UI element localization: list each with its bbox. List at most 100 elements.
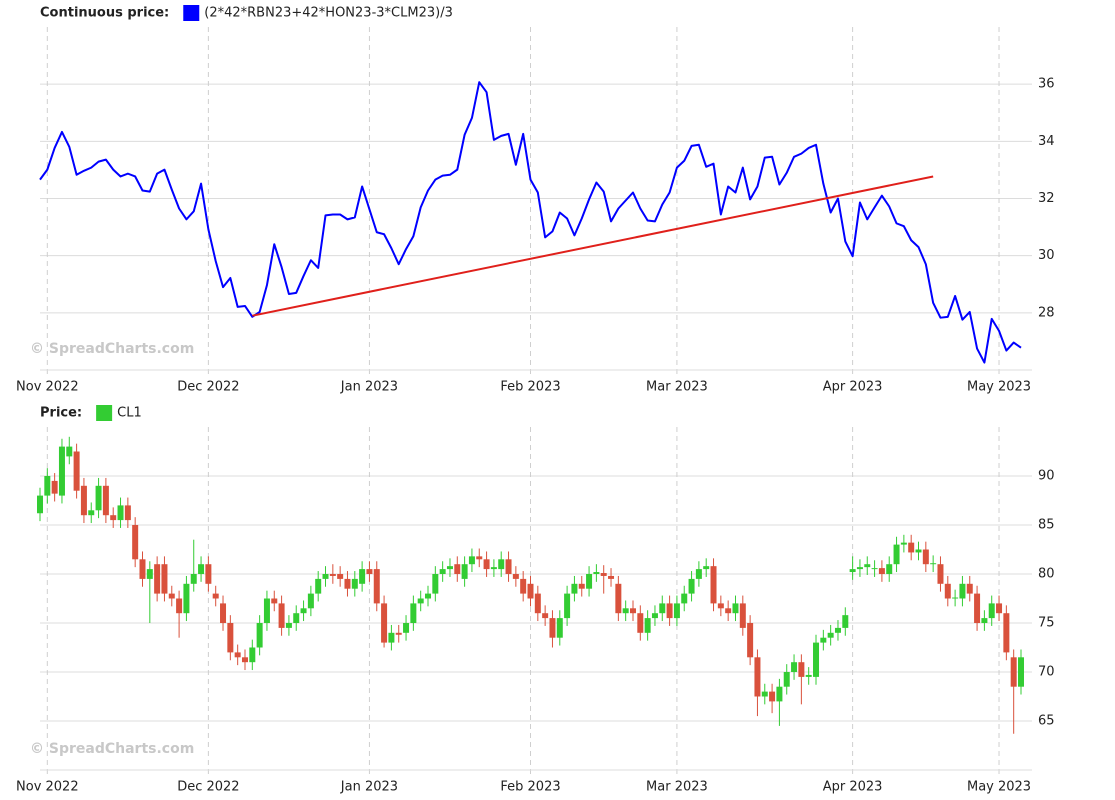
candle-body	[673, 603, 680, 619]
candle-body	[827, 632, 834, 638]
candle-body	[88, 510, 95, 516]
legend-swatch	[96, 405, 113, 421]
candle-body	[249, 647, 256, 663]
candle-body	[608, 575, 615, 579]
candle-body	[190, 574, 197, 584]
candle-body	[256, 623, 263, 648]
candle-body	[300, 608, 307, 614]
candle-body	[205, 564, 212, 584]
candle-body	[864, 564, 871, 568]
legend-label: (2*42*RBN23+42*HON23-3*CLM23)/3	[204, 6, 453, 21]
candle-body	[293, 613, 300, 623]
y-tick-label: 75	[1038, 616, 1055, 631]
candle-body	[915, 549, 922, 553]
candle-body	[373, 569, 380, 604]
candle-body	[761, 691, 768, 697]
candle-body	[351, 578, 358, 589]
candle-body	[1018, 657, 1024, 687]
candle-body	[937, 564, 944, 584]
candle-body	[241, 657, 248, 663]
candle-body	[578, 583, 585, 589]
x-tick-label: Feb 2023	[500, 380, 560, 395]
y-tick-label: 90	[1038, 469, 1055, 484]
candle-body	[542, 613, 549, 619]
x-tick-label: May 2023	[967, 780, 1031, 795]
candle-body	[454, 564, 461, 574]
candle-body	[695, 569, 702, 579]
candle-body	[102, 485, 109, 516]
candle-body	[66, 446, 73, 457]
x-tick-label: Apr 2023	[823, 780, 883, 795]
candle-body	[856, 567, 863, 570]
candle-body	[183, 583, 190, 614]
candle-body	[849, 569, 856, 573]
y-tick-label: 85	[1038, 518, 1055, 533]
candle-body	[58, 446, 65, 496]
y-tick-label: 30	[1038, 248, 1055, 263]
candle-body	[776, 686, 783, 702]
candle-body	[337, 574, 344, 579]
candle-body	[234, 652, 241, 658]
candle-body	[285, 623, 292, 628]
y-tick-label: 32	[1038, 191, 1055, 206]
candle-body	[944, 583, 951, 599]
y-tick-label: 80	[1038, 567, 1055, 582]
candle-body	[417, 598, 424, 604]
candle-body	[132, 525, 139, 560]
candle-body	[359, 569, 366, 584]
candle-body	[769, 691, 776, 702]
candle-body	[754, 657, 761, 697]
candle-body	[168, 593, 175, 599]
candle-body	[798, 662, 805, 677]
candle-body	[586, 574, 593, 589]
candle-body	[717, 603, 724, 609]
candle-body	[900, 542, 907, 545]
x-tick-label: Mar 2023	[646, 380, 708, 395]
candle-body	[146, 569, 153, 579]
candle-body	[227, 623, 234, 653]
candle-body	[805, 674, 812, 677]
candle-body	[834, 627, 841, 633]
candle-body	[886, 564, 893, 574]
candle-body	[439, 569, 446, 574]
candle-body	[212, 593, 219, 599]
candle-body	[476, 556, 483, 560]
candle-body	[263, 598, 270, 623]
candle-body	[1010, 657, 1017, 687]
candle-body	[498, 559, 505, 570]
candle-body	[629, 608, 636, 614]
candle-body	[710, 566, 717, 604]
candle-body	[520, 578, 527, 594]
candle-body	[600, 573, 607, 576]
x-tick-label: Feb 2023	[500, 780, 560, 795]
candle-body	[893, 544, 900, 565]
candle-body	[124, 505, 131, 521]
legend-title: Continuous price:	[40, 6, 169, 21]
x-tick-label: May 2023	[967, 380, 1031, 395]
candle-body	[725, 608, 732, 614]
candle-body	[329, 574, 336, 576]
candle-body	[974, 593, 981, 623]
watermark: © SpreadCharts.com	[30, 741, 194, 757]
candle-body	[461, 564, 468, 579]
candle-body	[37, 495, 43, 514]
candle-body	[871, 568, 878, 570]
candle-body	[549, 618, 556, 638]
candle-body	[395, 632, 402, 635]
candle-body	[703, 566, 710, 570]
candle-body	[644, 618, 651, 633]
candle-body	[564, 593, 571, 619]
candle-body	[425, 593, 432, 599]
candle-body	[747, 623, 754, 658]
candle-body	[176, 598, 183, 614]
candle-body	[878, 568, 885, 574]
candle-body	[381, 603, 388, 643]
candle-body	[732, 603, 739, 614]
trend-line	[252, 175, 934, 317]
candle-body	[44, 476, 51, 496]
candle-body	[95, 485, 102, 511]
candle-body	[637, 613, 644, 633]
candle-body	[908, 542, 915, 553]
x-tick-label: Nov 2022	[16, 380, 79, 395]
candle-body	[666, 603, 673, 619]
